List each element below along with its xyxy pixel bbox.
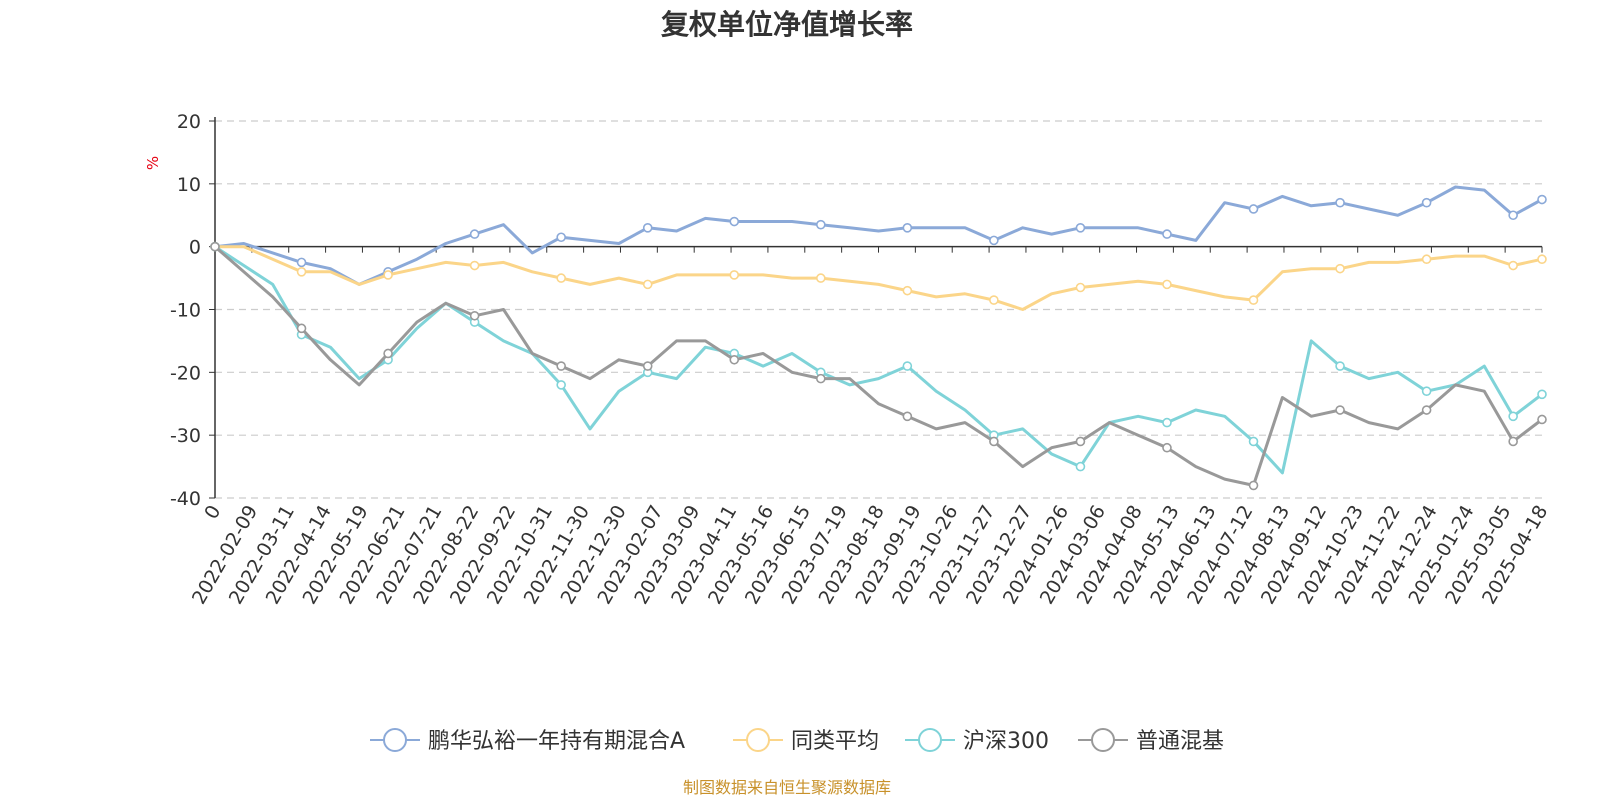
data-point [1421,386,1432,396]
data-point [1537,194,1547,205]
data-point [902,223,913,233]
data-point [556,380,566,390]
legend-label[interactable]: 鹏华弘裕一年持有期混合A [428,729,685,754]
y-tick-label: -40 [170,488,201,510]
series-line-3 [214,245,1543,487]
data-point [1421,254,1432,265]
data-point [383,270,393,280]
chart-title: 复权单位净值增长率 [661,8,913,41]
series-line-2 [214,245,1543,475]
y-tick-label: 0 [189,237,201,259]
legend: 鹏华弘裕一年持有期混合A 同类平均 沪深300 普通混基 [370,728,1224,754]
data-point [642,279,653,290]
data-point [1421,197,1432,208]
data-point [556,273,566,283]
data-point [1075,282,1086,293]
data-point [729,216,740,227]
data-point [1335,263,1345,274]
data-point [1537,389,1547,400]
series-lines [210,185,1547,491]
data-point [1508,411,1518,422]
legend-marker [1091,728,1115,752]
data-point [902,361,913,371]
data-point [1537,254,1547,265]
y-tick-label: -20 [170,362,201,384]
x-tick-label: 0 [200,502,225,523]
series-line-1 [215,245,1543,311]
data-point [1162,279,1172,290]
data-point [469,229,480,239]
legend-label[interactable]: 沪深300 [963,729,1049,754]
data-point [902,411,913,422]
legend-marker [383,728,407,752]
data-point [1508,210,1518,221]
data-point [296,257,307,268]
data-point [1421,405,1432,415]
legend-marker [746,728,770,752]
data-point [556,232,566,243]
y-tick-label: 20 [177,111,201,133]
data-point [1248,204,1259,214]
data-point [469,260,480,271]
y-axis-label: % [144,156,162,170]
data-point [989,436,999,447]
data-point [1162,442,1172,453]
data-point [816,373,826,384]
data-point [383,348,393,359]
data-point [989,235,999,246]
y-tick-label: -10 [170,300,201,322]
data-point [1162,229,1172,239]
data-point [1248,480,1259,491]
series-line-0 [214,185,1543,286]
data-point [210,241,220,252]
data-point [902,285,913,296]
grid-lines [215,120,1542,499]
data-point [556,361,566,371]
data-point [729,270,740,280]
legend-label[interactable]: 同类平均 [791,729,879,754]
data-point [296,266,307,277]
data-point [1537,414,1547,425]
data-point [816,219,826,230]
y-tick-label: 10 [177,174,201,196]
data-point [1335,361,1345,371]
data-point [1075,461,1086,472]
data-point [1075,436,1086,447]
data-point [296,323,307,334]
data-point [1508,260,1518,271]
source-note: 制图数据来自恒生聚源数据库 [683,778,891,797]
legend-label[interactable]: 普通混基 [1136,729,1224,754]
data-point [729,354,740,365]
data-point [989,295,999,305]
data-point [1162,417,1172,428]
y-tick-label: -30 [170,425,201,447]
legend-marker [918,728,942,752]
axes: 20100-10-20-30-4002022-02-092022-03-1120… [170,111,1552,608]
data-point [642,223,653,233]
data-point [642,361,653,371]
data-point [816,273,826,283]
data-point [1075,223,1086,233]
data-point [1508,436,1518,447]
data-point [1248,436,1259,447]
data-point [469,310,480,321]
data-point [1335,197,1345,208]
data-point [1248,295,1259,305]
data-point [1335,405,1345,415]
